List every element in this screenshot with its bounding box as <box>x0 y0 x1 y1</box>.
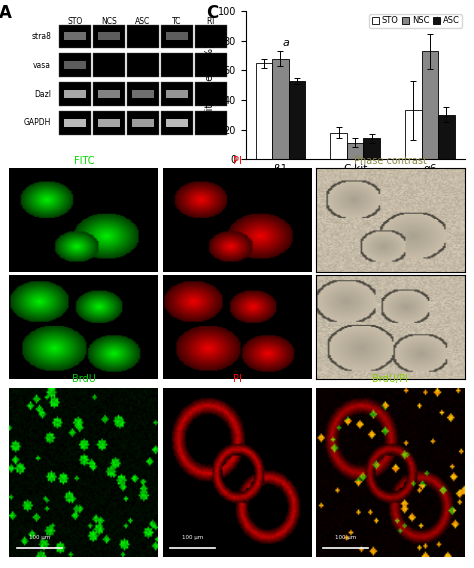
Bar <box>132 119 154 127</box>
Text: TC: TC <box>173 17 182 26</box>
Bar <box>166 119 188 127</box>
Text: BrdU: BrdU <box>72 374 96 385</box>
Bar <box>195 24 227 48</box>
Text: C: C <box>206 4 219 22</box>
Bar <box>161 24 193 48</box>
Text: FITC: FITC <box>73 156 94 166</box>
Bar <box>98 119 120 127</box>
Text: ASC: ASC <box>135 17 151 26</box>
Bar <box>93 24 125 48</box>
Bar <box>59 24 91 48</box>
Text: A: A <box>0 4 11 22</box>
Text: vasa: vasa <box>33 61 51 70</box>
Text: 100 μm: 100 μm <box>182 534 203 540</box>
Text: RT: RT <box>207 17 216 26</box>
Text: PI: PI <box>233 374 241 385</box>
Bar <box>59 82 91 106</box>
Text: Dazl: Dazl <box>34 90 51 99</box>
Bar <box>166 90 188 98</box>
Legend: STO, NSC, ASC: STO, NSC, ASC <box>369 14 462 28</box>
Bar <box>59 53 91 77</box>
Bar <box>98 90 120 98</box>
Bar <box>127 82 159 106</box>
Bar <box>127 24 159 48</box>
Text: NCS: NCS <box>101 17 117 26</box>
Bar <box>195 82 227 106</box>
Bar <box>93 111 125 135</box>
Text: 100 μm: 100 μm <box>28 534 50 540</box>
Bar <box>64 32 86 40</box>
Text: b: b <box>435 16 442 26</box>
Bar <box>127 53 159 77</box>
Bar <box>364 139 380 159</box>
Bar <box>422 51 438 159</box>
Text: Phase contrast: Phase contrast <box>354 156 427 166</box>
Text: GAPDH: GAPDH <box>24 118 51 127</box>
Bar <box>64 119 86 127</box>
Bar <box>438 115 455 159</box>
Bar <box>59 111 91 135</box>
Text: 100 μm: 100 μm <box>335 534 356 540</box>
Bar <box>330 132 347 159</box>
Bar <box>347 143 364 159</box>
Bar <box>64 90 86 98</box>
Bar <box>195 111 227 135</box>
Bar <box>255 63 272 159</box>
Text: PI: PI <box>233 156 241 166</box>
Bar <box>93 53 125 77</box>
Text: a: a <box>282 38 289 48</box>
Bar <box>93 82 125 106</box>
Bar <box>98 32 120 40</box>
Bar <box>161 111 193 135</box>
Text: BrdU/PI: BrdU/PI <box>372 374 408 385</box>
Bar <box>195 53 227 77</box>
Bar <box>272 59 289 159</box>
Bar <box>289 81 305 159</box>
Bar <box>127 111 159 135</box>
Bar <box>166 32 188 40</box>
Bar <box>161 82 193 106</box>
Bar <box>64 61 86 69</box>
Y-axis label: Positive cells (%): Positive cells (%) <box>205 44 215 127</box>
Text: STO: STO <box>67 17 82 26</box>
Bar <box>161 53 193 77</box>
Text: stra8: stra8 <box>31 32 51 41</box>
Bar <box>405 110 422 159</box>
Bar <box>132 90 154 98</box>
